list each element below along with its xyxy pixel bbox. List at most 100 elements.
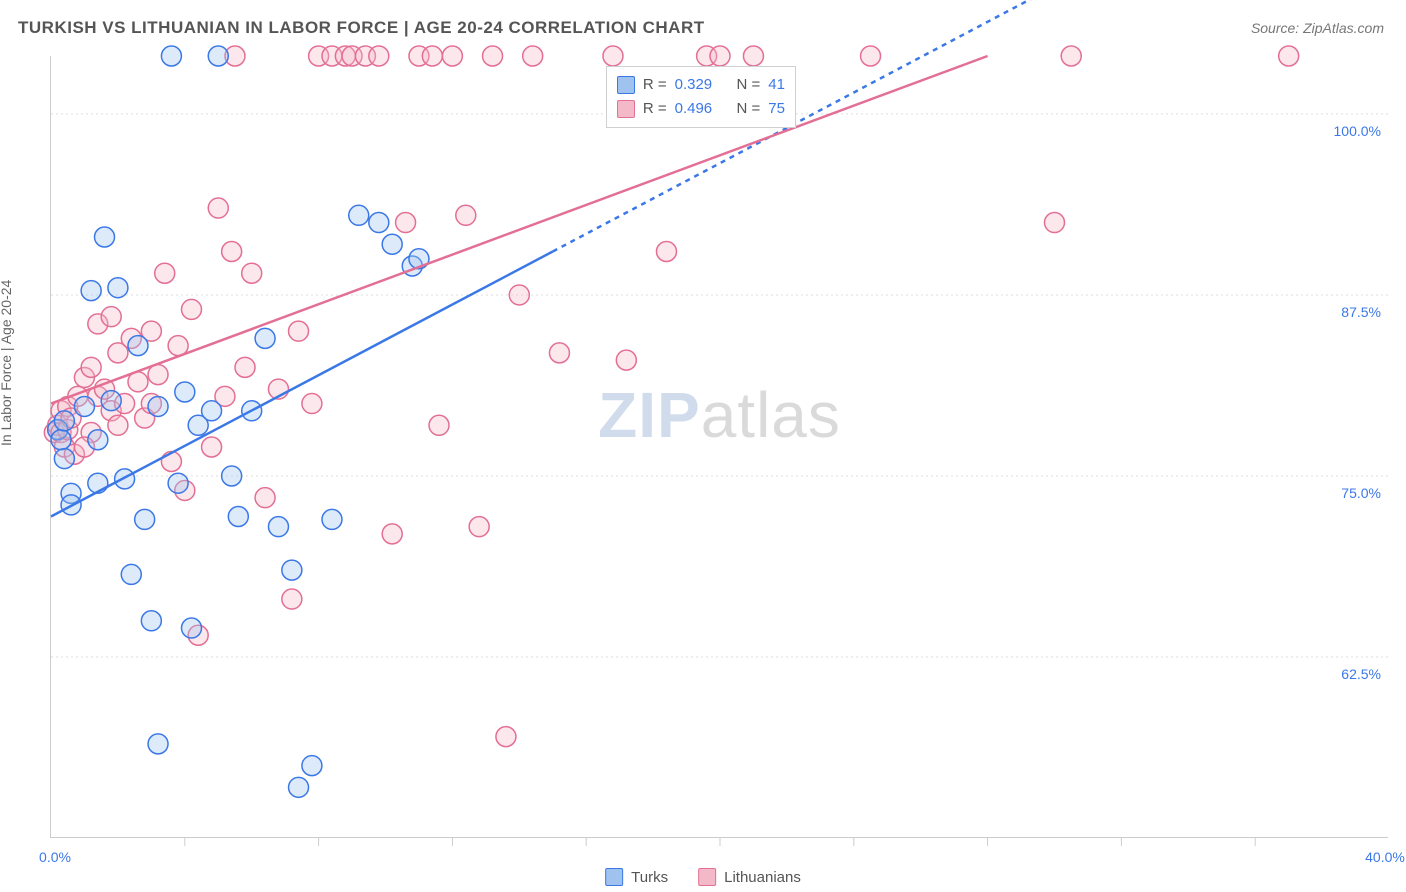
data-point bbox=[429, 415, 449, 435]
data-point bbox=[161, 451, 181, 471]
data-point bbox=[382, 234, 402, 254]
data-point bbox=[161, 46, 181, 66]
data-point bbox=[148, 396, 168, 416]
data-point bbox=[282, 589, 302, 609]
data-point bbox=[88, 430, 108, 450]
stats-box: R = 0.329 N = 41 R = 0.496 N = 75 bbox=[606, 66, 796, 128]
data-point bbox=[1061, 46, 1081, 66]
data-point bbox=[483, 46, 503, 66]
data-point bbox=[181, 299, 201, 319]
legend-label-lith: Lithuanians bbox=[724, 869, 801, 886]
data-point bbox=[349, 205, 369, 225]
y-axis-label: In Labor Force | Age 20-24 bbox=[0, 280, 14, 446]
data-point bbox=[369, 46, 389, 66]
data-point bbox=[369, 213, 389, 233]
data-point bbox=[442, 46, 462, 66]
legend-swatch-lith bbox=[698, 868, 716, 886]
x-tick-label: 0.0% bbox=[39, 849, 71, 865]
bottom-legend: Turks Lithuanians bbox=[605, 868, 801, 886]
data-point bbox=[202, 401, 222, 421]
plot-area: 62.5%75.0%87.5%100.0%0.0%40.0% ZIPatlas … bbox=[50, 56, 1388, 838]
data-point bbox=[208, 46, 228, 66]
data-point bbox=[51, 430, 71, 450]
x-tick-label: 40.0% bbox=[1365, 849, 1405, 865]
n-label: N = bbox=[737, 73, 761, 97]
data-point bbox=[148, 734, 168, 754]
data-point bbox=[523, 46, 543, 66]
data-point bbox=[74, 396, 94, 416]
n-label-2: N = bbox=[737, 97, 761, 121]
data-point bbox=[101, 307, 121, 327]
data-point bbox=[181, 618, 201, 638]
source-label: Source: ZipAtlas.com bbox=[1251, 20, 1384, 36]
data-point bbox=[135, 509, 155, 529]
data-point bbox=[549, 343, 569, 363]
data-point bbox=[101, 391, 121, 411]
data-point bbox=[282, 560, 302, 580]
data-point bbox=[128, 336, 148, 356]
data-point bbox=[175, 382, 195, 402]
n-val-lith: 75 bbox=[768, 97, 785, 121]
data-point bbox=[81, 357, 101, 377]
r-label: R = bbox=[643, 73, 667, 97]
data-point bbox=[235, 357, 255, 377]
data-point bbox=[289, 777, 309, 797]
chart-container: TURKISH VS LITHUANIAN IN LABOR FORCE | A… bbox=[0, 0, 1406, 892]
data-point bbox=[382, 524, 402, 544]
data-point bbox=[202, 437, 222, 457]
data-point bbox=[255, 328, 275, 348]
legend-label-turks: Turks bbox=[631, 869, 668, 886]
y-tick-label: 75.0% bbox=[1341, 485, 1381, 501]
r-val-turks: 0.329 bbox=[675, 73, 713, 97]
trend-line bbox=[51, 56, 988, 404]
data-point bbox=[54, 411, 74, 431]
data-point bbox=[168, 473, 188, 493]
data-point bbox=[81, 281, 101, 301]
data-point bbox=[861, 46, 881, 66]
data-point bbox=[268, 517, 288, 537]
data-point bbox=[108, 415, 128, 435]
data-point bbox=[302, 756, 322, 776]
stats-row-turks: R = 0.329 N = 41 bbox=[617, 73, 785, 97]
legend-item-turks: Turks bbox=[605, 868, 668, 886]
data-point bbox=[54, 449, 74, 469]
data-point bbox=[155, 263, 175, 283]
swatch-lith bbox=[617, 100, 635, 118]
y-tick-label: 87.5% bbox=[1341, 304, 1381, 320]
y-tick-label: 100.0% bbox=[1334, 123, 1381, 139]
data-point bbox=[88, 473, 108, 493]
swatch-turks bbox=[617, 76, 635, 94]
data-point bbox=[302, 394, 322, 414]
legend-swatch-turks bbox=[605, 868, 623, 886]
data-point bbox=[743, 46, 763, 66]
data-point bbox=[208, 198, 228, 218]
n-val-turks: 41 bbox=[768, 73, 785, 97]
chart-title: TURKISH VS LITHUANIAN IN LABOR FORCE | A… bbox=[18, 18, 705, 38]
data-point bbox=[509, 285, 529, 305]
data-point bbox=[1279, 46, 1299, 66]
data-point bbox=[322, 509, 342, 529]
data-point bbox=[222, 466, 242, 486]
data-point bbox=[242, 263, 262, 283]
data-point bbox=[656, 242, 676, 262]
data-point bbox=[422, 46, 442, 66]
data-point bbox=[222, 242, 242, 262]
data-point bbox=[1045, 213, 1065, 233]
data-point bbox=[469, 517, 489, 537]
r-label-2: R = bbox=[643, 97, 667, 121]
legend-item-lith: Lithuanians bbox=[698, 868, 801, 886]
data-point bbox=[616, 350, 636, 370]
data-point bbox=[228, 507, 248, 527]
stats-row-lith: R = 0.496 N = 75 bbox=[617, 97, 785, 121]
data-point bbox=[496, 727, 516, 747]
data-point bbox=[456, 205, 476, 225]
plot-svg: 62.5%75.0%87.5%100.0%0.0%40.0% bbox=[51, 56, 1388, 837]
data-point bbox=[603, 46, 623, 66]
data-point bbox=[95, 227, 115, 247]
data-point bbox=[396, 213, 416, 233]
data-point bbox=[289, 321, 309, 341]
data-point bbox=[121, 564, 141, 584]
data-point bbox=[255, 488, 275, 508]
y-tick-label: 62.5% bbox=[1341, 666, 1381, 682]
data-point bbox=[710, 46, 730, 66]
